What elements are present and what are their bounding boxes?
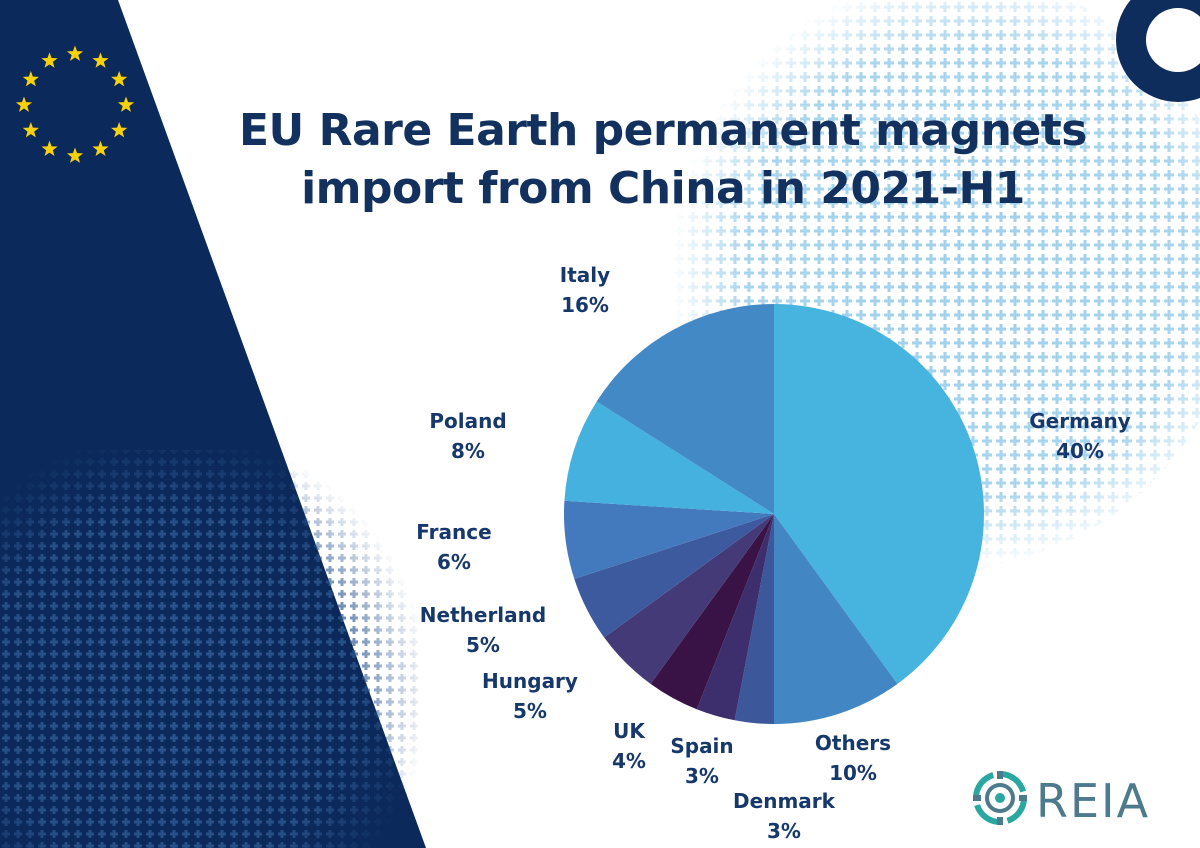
title-line-1: EU Rare Earth permanent magnets — [239, 105, 1087, 156]
slice-label-germany: Germany — [1029, 409, 1130, 433]
eu-star — [117, 96, 135, 112]
eu-star — [66, 147, 84, 163]
eu-star — [92, 52, 109, 68]
slice-label-poland: Poland — [429, 409, 506, 433]
eu-star — [15, 96, 33, 112]
pie-slice-spain — [696, 514, 774, 721]
dotted-pattern-left — [0, 450, 420, 848]
slice-label-denmark: Denmark — [733, 789, 836, 813]
slice-value-italy: 16% — [561, 293, 609, 317]
pie-slice-france — [563, 500, 774, 579]
pie-labels: Germany 40% Others 10% Denmark 3% Spain 3% UK 4% H… — [416, 263, 1130, 843]
eu-star — [22, 122, 39, 138]
eu-stars-icon — [15, 45, 135, 163]
slice-value-netherland: 5% — [466, 633, 500, 657]
slice-label-netherland: Netherland — [420, 603, 546, 627]
slice-value-france: 6% — [437, 550, 471, 574]
accent-ring-hole — [1146, 8, 1200, 72]
title-line-2: import from China in 2021-H1 — [301, 163, 1025, 214]
slice-label-italy: Italy — [560, 263, 610, 287]
pie-slice-others — [774, 514, 898, 724]
eu-star — [66, 45, 84, 61]
eu-star — [92, 140, 109, 157]
slice-value-uk: 4% — [612, 749, 646, 773]
eu-star — [41, 140, 58, 157]
eu-star — [22, 71, 39, 87]
slice-value-denmark: 3% — [767, 819, 801, 843]
eu-star — [41, 52, 58, 68]
slice-value-spain: 3% — [685, 764, 719, 788]
pie-slice-denmark — [734, 514, 774, 724]
slice-label-uk: UK — [613, 719, 646, 743]
pie-slice-uk — [650, 514, 774, 710]
slice-value-hungary: 5% — [513, 699, 547, 723]
slice-label-spain: Spain — [670, 734, 733, 758]
slice-value-poland: 8% — [451, 439, 485, 463]
eu-star — [111, 122, 128, 138]
slice-label-hungary: Hungary — [482, 669, 578, 693]
eu-star — [111, 71, 128, 87]
pie-slice-netherland — [574, 514, 774, 638]
slice-label-others: Others — [815, 731, 891, 755]
slice-label-france: France — [416, 520, 491, 544]
pie-slice-hungary — [604, 514, 774, 684]
pie-slice-italy — [596, 304, 774, 514]
pie-slice-germany — [774, 304, 984, 684]
slice-value-germany: 40% — [1056, 439, 1104, 463]
brand-name: REIA — [1036, 774, 1150, 828]
reia-logo-icon — [973, 771, 1027, 825]
slice-value-others: 10% — [829, 761, 877, 785]
pie-slice-poland — [564, 401, 774, 514]
reia-logo: REIA — [973, 771, 1150, 828]
pie-chart — [563, 304, 984, 724]
title: EU Rare Earth permanent magnets import f… — [239, 105, 1088, 214]
